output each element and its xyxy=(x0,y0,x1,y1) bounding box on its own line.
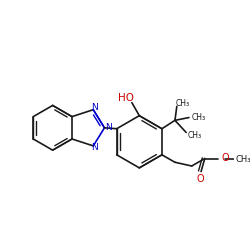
Text: HO: HO xyxy=(118,93,134,103)
Text: N: N xyxy=(91,143,98,152)
Text: CH₃: CH₃ xyxy=(188,131,202,140)
Text: CH₃: CH₃ xyxy=(175,99,190,108)
Text: O: O xyxy=(222,152,229,162)
Text: O: O xyxy=(196,174,204,184)
Text: N: N xyxy=(91,103,98,112)
Text: CH₃: CH₃ xyxy=(235,155,250,164)
Text: CH₃: CH₃ xyxy=(191,113,205,122)
Text: N: N xyxy=(105,123,112,132)
